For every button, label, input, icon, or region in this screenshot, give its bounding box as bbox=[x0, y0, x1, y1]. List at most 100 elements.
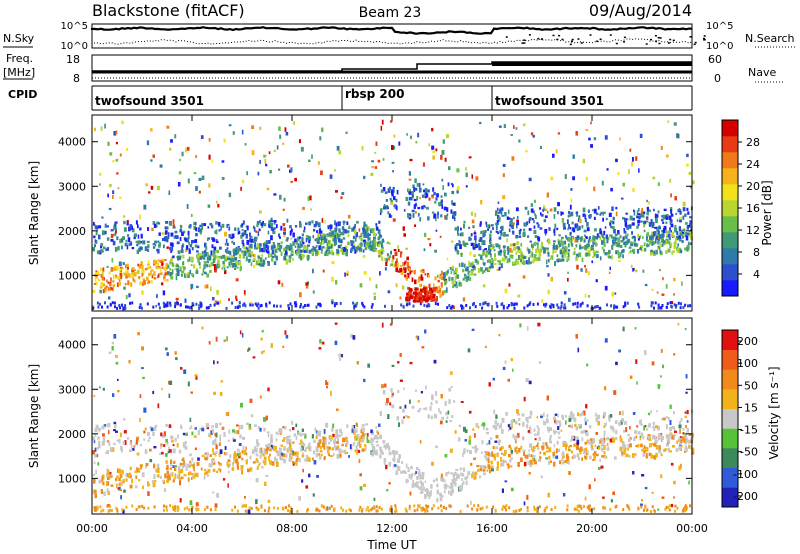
power-cell bbox=[567, 252, 570, 258]
velocity-cell bbox=[360, 431, 363, 434]
power-cell bbox=[118, 304, 121, 307]
power-cell bbox=[517, 248, 520, 253]
power-cell bbox=[356, 248, 358, 253]
power-cell bbox=[523, 123, 526, 127]
power-cell bbox=[593, 238, 596, 244]
power-cell bbox=[435, 229, 438, 232]
velocity-cell bbox=[558, 420, 561, 424]
power-cell bbox=[121, 245, 123, 250]
power-cell bbox=[408, 267, 411, 272]
velocity-cell bbox=[603, 445, 606, 450]
velocity-cell bbox=[167, 450, 170, 454]
power-cell bbox=[629, 249, 632, 253]
power-cell bbox=[651, 288, 654, 291]
power-cell bbox=[380, 208, 383, 213]
power-cell bbox=[358, 236, 362, 240]
power-cell bbox=[502, 306, 505, 310]
power-cell bbox=[570, 188, 573, 191]
power-cell bbox=[262, 248, 266, 253]
velocity-cell bbox=[620, 420, 623, 425]
power-cell bbox=[345, 249, 348, 254]
velocity-cell bbox=[654, 439, 658, 444]
power-cell bbox=[124, 306, 127, 310]
power-cell bbox=[377, 249, 381, 254]
velocity-cell bbox=[212, 458, 215, 461]
power-cell bbox=[382, 158, 385, 161]
power-cell bbox=[670, 223, 674, 228]
power-cell bbox=[613, 228, 616, 234]
power-cell bbox=[324, 235, 327, 240]
power-cell bbox=[214, 265, 216, 271]
power-cell bbox=[344, 229, 348, 234]
velocity-cell bbox=[109, 472, 112, 475]
power-cell bbox=[390, 263, 393, 267]
power-cell bbox=[116, 265, 119, 270]
power-cell bbox=[97, 273, 101, 276]
power-cell bbox=[657, 239, 660, 242]
power-cell bbox=[197, 252, 200, 256]
power-cell bbox=[655, 237, 658, 240]
power-cell bbox=[192, 239, 196, 244]
power-cell bbox=[275, 255, 278, 261]
power-cell bbox=[660, 306, 663, 310]
power-cell bbox=[469, 277, 472, 281]
velocity-cell bbox=[242, 436, 245, 440]
power-cell bbox=[529, 216, 532, 221]
power-cell bbox=[542, 208, 546, 211]
power-cell bbox=[392, 186, 395, 190]
power-cell bbox=[481, 269, 484, 274]
power-cell bbox=[262, 220, 264, 225]
power-cell bbox=[424, 232, 427, 238]
velocity-cell bbox=[335, 430, 339, 435]
power-cell bbox=[684, 247, 687, 251]
power-cell bbox=[206, 260, 210, 264]
power-cell bbox=[568, 212, 571, 218]
velocity-cell bbox=[120, 480, 124, 484]
velocity-cell bbox=[92, 489, 95, 495]
velocity-cell bbox=[691, 450, 695, 455]
velocity-cell bbox=[581, 457, 583, 461]
power-cell bbox=[689, 223, 692, 228]
noise-point bbox=[523, 42, 526, 44]
power-cell bbox=[186, 237, 189, 243]
power-cell bbox=[563, 253, 566, 258]
power-cell bbox=[417, 212, 420, 217]
power-cell bbox=[114, 247, 118, 252]
power-cell bbox=[187, 273, 190, 278]
power-cell bbox=[258, 228, 261, 232]
velocity-cell bbox=[133, 445, 136, 448]
velocity-cell bbox=[319, 445, 322, 450]
power-cell bbox=[265, 163, 268, 167]
power-cell bbox=[393, 249, 397, 252]
velocity-cell bbox=[257, 459, 259, 463]
power-cell bbox=[493, 249, 496, 252]
power-cell bbox=[528, 228, 532, 231]
power-cell bbox=[196, 250, 199, 253]
velocity-cell bbox=[124, 440, 127, 445]
power-cell bbox=[676, 235, 679, 241]
velocity-cell bbox=[263, 350, 265, 353]
velocity-cell bbox=[635, 444, 638, 448]
power-cell bbox=[458, 241, 461, 246]
power-cell bbox=[185, 147, 187, 153]
velocity-cell bbox=[156, 474, 160, 478]
velocity-cell bbox=[174, 351, 177, 355]
power-cell bbox=[98, 278, 101, 282]
power-cell bbox=[546, 249, 549, 255]
power-cell bbox=[342, 237, 346, 240]
power-cell bbox=[450, 306, 453, 310]
power-cell bbox=[430, 293, 433, 297]
power-cell bbox=[395, 267, 399, 272]
date-title: 09/Aug/2014 bbox=[589, 1, 692, 20]
power-cell bbox=[594, 228, 597, 232]
power-cell bbox=[338, 150, 342, 155]
power-cell bbox=[678, 247, 682, 250]
power-cell bbox=[162, 258, 165, 262]
velocity-cell bbox=[211, 462, 214, 467]
power-cell bbox=[640, 210, 644, 215]
nave-right-tick-top: 60 bbox=[708, 53, 722, 66]
power-cell bbox=[170, 256, 173, 261]
power-colorbar-segment bbox=[722, 184, 738, 201]
velocity-cell bbox=[444, 485, 447, 490]
